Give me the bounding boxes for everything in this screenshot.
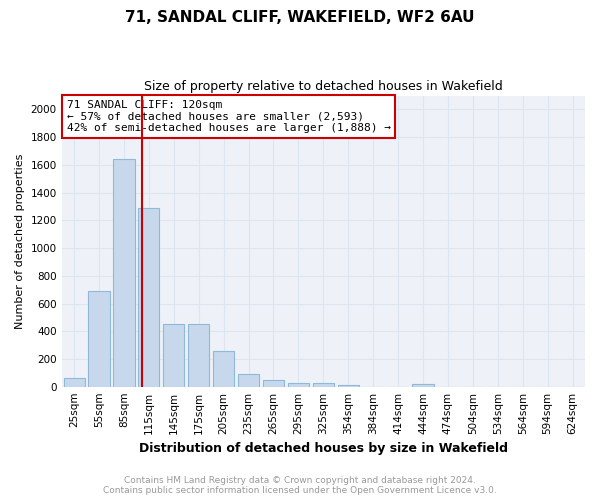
Bar [412,384,434,386]
Bar [263,380,284,386]
Text: 71, SANDAL CLIFF, WAKEFIELD, WF2 6AU: 71, SANDAL CLIFF, WAKEFIELD, WF2 6AU [125,10,475,25]
Bar [88,291,110,386]
Bar [238,374,259,386]
Text: Contains HM Land Registry data © Crown copyright and database right 2024.
Contai: Contains HM Land Registry data © Crown c… [103,476,497,495]
Bar [64,378,85,386]
Title: Size of property relative to detached houses in Wakefield: Size of property relative to detached ho… [144,80,503,93]
Bar [163,324,184,386]
Bar [138,208,160,386]
Bar [338,384,359,386]
Bar [313,383,334,386]
Bar [288,382,309,386]
Y-axis label: Number of detached properties: Number of detached properties [15,154,25,329]
Bar [113,160,134,386]
Bar [213,352,234,386]
Text: 71 SANDAL CLIFF: 120sqm
← 57% of detached houses are smaller (2,593)
42% of semi: 71 SANDAL CLIFF: 120sqm ← 57% of detache… [67,100,391,133]
Bar [188,324,209,386]
X-axis label: Distribution of detached houses by size in Wakefield: Distribution of detached houses by size … [139,442,508,455]
